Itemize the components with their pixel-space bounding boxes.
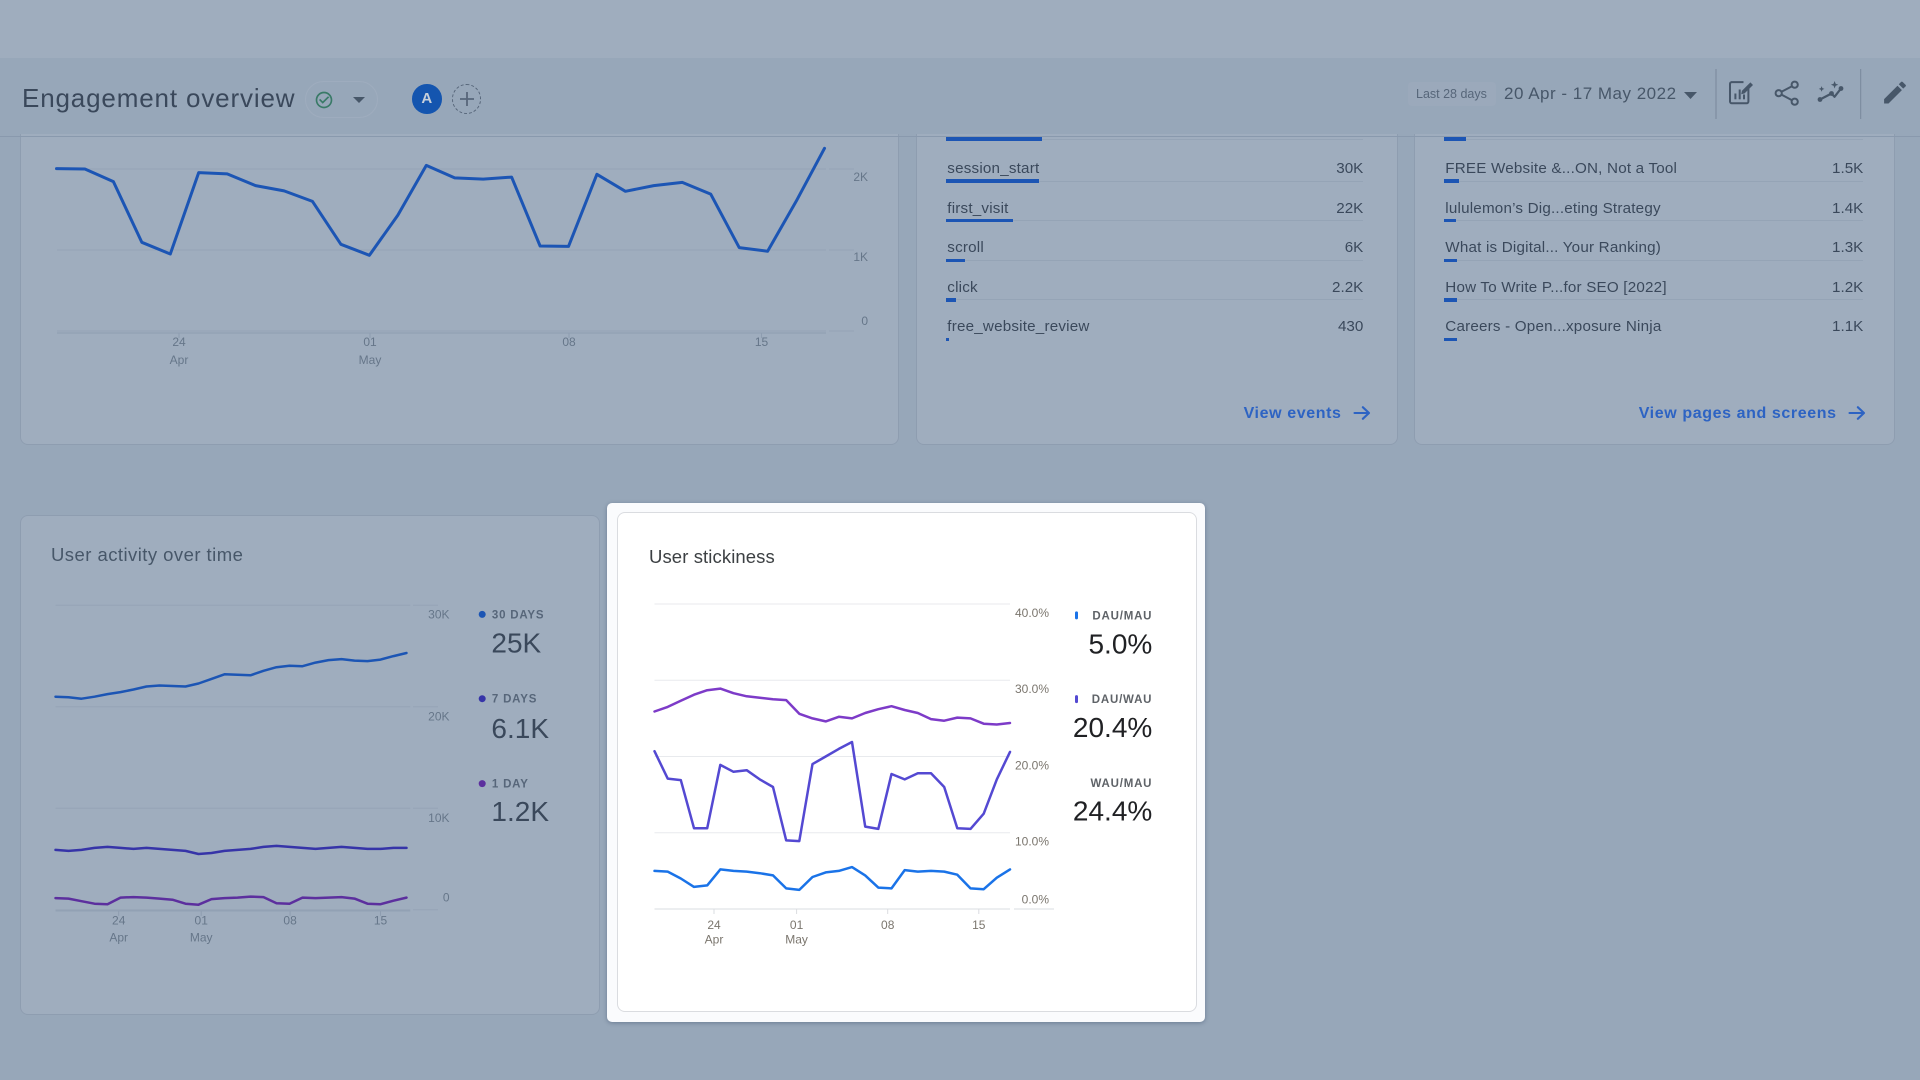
svg-text:24.4%: 24.4% (1073, 796, 1152, 827)
svg-text:08: 08 (881, 918, 895, 932)
svg-text:10.0%: 10.0% (1015, 835, 1049, 849)
svg-text:DAU/WAU: DAU/WAU (1092, 694, 1153, 706)
svg-text:24: 24 (707, 918, 721, 932)
svg-text:40.0%: 40.0% (1015, 606, 1049, 620)
svg-text:5.0%: 5.0% (1088, 628, 1152, 659)
svg-text:Apr: Apr (705, 933, 724, 947)
svg-text:0.0%: 0.0% (1022, 892, 1050, 906)
svg-text:30.0%: 30.0% (1015, 682, 1049, 696)
svg-text:20.4%: 20.4% (1073, 712, 1152, 743)
svg-text:WAU/MAU: WAU/MAU (1090, 778, 1152, 790)
svg-text:20.0%: 20.0% (1015, 758, 1049, 772)
svg-text:01: 01 (790, 918, 804, 932)
svg-text:DAU/MAU: DAU/MAU (1092, 610, 1152, 622)
svg-text:May: May (785, 933, 808, 947)
svg-text:15: 15 (972, 918, 986, 932)
